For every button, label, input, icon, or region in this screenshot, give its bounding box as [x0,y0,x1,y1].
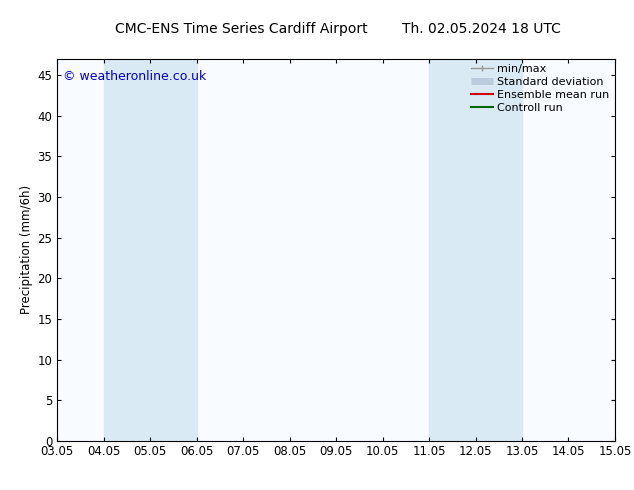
Text: CMC-ENS Time Series Cardiff Airport: CMC-ENS Time Series Cardiff Airport [115,22,367,36]
Bar [103,59,150,441]
Text: © weatheronline.co.uk: © weatheronline.co.uk [63,70,206,83]
Bar [429,59,476,441]
Text: Th. 02.05.2024 18 UTC: Th. 02.05.2024 18 UTC [403,22,561,36]
Bar [615,59,634,441]
Legend: min/max, Standard deviation, Ensemble mean run, Controll run: min/max, Standard deviation, Ensemble me… [467,61,612,116]
Bar [150,59,197,441]
Y-axis label: Precipitation (mm/6h): Precipitation (mm/6h) [20,185,33,315]
Bar [476,59,522,441]
